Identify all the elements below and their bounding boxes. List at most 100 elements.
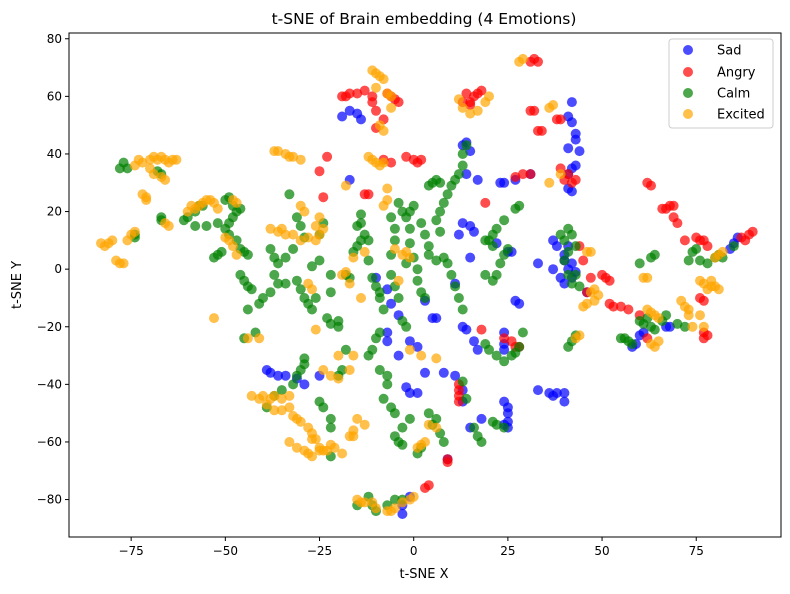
point-calm-157	[457, 160, 468, 171]
point-sad-111	[548, 264, 559, 275]
point-excited-86	[288, 229, 299, 240]
point-calm-123	[389, 223, 400, 234]
point-sad-17	[382, 336, 393, 347]
point-sad-87	[559, 388, 570, 398]
point-angry-38	[476, 85, 487, 96]
y-tick-label-0: −80	[37, 493, 62, 507]
legend-label-excited: Excited	[717, 108, 765, 123]
point-angry-55	[536, 125, 547, 136]
point-calm-247	[374, 287, 385, 298]
x-axis-ticks: −75 −50 −25 0 25 50 75	[118, 537, 704, 558]
point-excited-130	[404, 252, 415, 263]
point-calm-100	[378, 304, 389, 315]
point-excited-190	[706, 275, 717, 286]
point-sad-32	[450, 370, 461, 381]
point-calm-212	[570, 241, 581, 252]
point-calm-188	[491, 350, 502, 361]
point-excited-203	[307, 434, 317, 445]
y-tick-label-7: 60	[47, 89, 62, 103]
point-excited-151	[465, 108, 476, 119]
point-sad-26	[404, 388, 415, 398]
point-calm-202	[491, 223, 502, 234]
point-excited-96	[310, 324, 321, 335]
point-calm-165	[389, 494, 400, 505]
point-excited-44	[231, 249, 242, 260]
point-calm-43	[269, 269, 280, 280]
point-excited-6	[118, 258, 129, 269]
point-calm-53	[295, 221, 306, 231]
point-calm-246	[634, 258, 645, 269]
point-sad-93	[570, 134, 581, 145]
point-calm-142	[431, 255, 442, 266]
point-excited-122	[416, 350, 427, 361]
point-angry-32	[453, 396, 464, 407]
point-calm-158	[457, 149, 468, 159]
point-sad-58	[476, 413, 487, 424]
point-sad-24	[431, 313, 442, 324]
point-excited-99	[333, 350, 344, 361]
point-excited-183	[698, 321, 709, 332]
point-excited-38	[212, 203, 223, 214]
point-excited-114	[359, 497, 370, 508]
point-excited-208	[340, 180, 351, 191]
point-calm-108	[378, 393, 389, 404]
point-sad-71	[533, 258, 543, 269]
point-excited-93	[299, 206, 310, 217]
y-tick-label-2: −40	[37, 377, 62, 391]
point-calm-163	[435, 177, 446, 188]
point-sad-44	[453, 229, 464, 240]
point-sad-63	[514, 298, 525, 309]
point-excited-147	[378, 125, 389, 136]
point-calm-215	[563, 269, 574, 280]
point-calm-115	[404, 413, 415, 424]
point-sad-0	[337, 111, 348, 122]
point-calm-178	[457, 376, 468, 387]
point-excited-108	[359, 419, 370, 430]
y-tick-label-8: 80	[47, 32, 62, 46]
point-calm-180	[469, 422, 479, 433]
point-sad-19	[404, 336, 415, 347]
point-excited-75	[337, 448, 348, 459]
point-angry-66	[585, 272, 596, 283]
point-excited-138	[363, 151, 374, 162]
point-angry-40	[480, 197, 491, 208]
point-calm-75	[325, 413, 336, 424]
point-calm-82	[288, 379, 299, 390]
point-excited-180	[683, 310, 694, 321]
point-calm-140	[423, 241, 434, 252]
point-angry-62	[570, 174, 581, 185]
point-excited-88	[303, 232, 314, 243]
point-angry-72	[615, 301, 626, 312]
point-calm-209	[559, 235, 570, 246]
legend-label-angry: Angry	[717, 66, 756, 81]
point-angry-15	[322, 151, 333, 162]
point-excited-170	[570, 333, 581, 344]
point-sad-41	[457, 218, 468, 229]
point-calm-81	[291, 370, 302, 381]
point-calm-192	[514, 341, 525, 352]
point-calm-76	[325, 422, 336, 433]
point-sad-27	[412, 388, 423, 398]
point-angry-4	[371, 105, 381, 116]
point-calm-144	[442, 258, 453, 269]
point-calm-104	[363, 350, 374, 361]
point-sad-69	[499, 177, 510, 188]
point-calm-159	[461, 140, 472, 151]
point-sad-16	[382, 327, 393, 338]
point-calm-92	[356, 218, 366, 229]
point-angry-96	[740, 235, 751, 246]
point-sad-30	[397, 509, 408, 519]
point-sad-80	[566, 258, 577, 269]
point-excited-20	[171, 154, 182, 165]
point-excited-152	[472, 105, 483, 116]
point-sad-48	[461, 324, 472, 335]
point-calm-194	[480, 269, 491, 280]
point-sad-18	[393, 350, 404, 361]
point-excited-100	[333, 373, 344, 384]
legend-item-excited: Excited	[683, 108, 765, 123]
point-excited-47	[254, 333, 265, 344]
point-calm-216	[566, 278, 577, 289]
point-calm-141	[423, 249, 434, 260]
y-tick-label-5: 20	[47, 205, 62, 219]
